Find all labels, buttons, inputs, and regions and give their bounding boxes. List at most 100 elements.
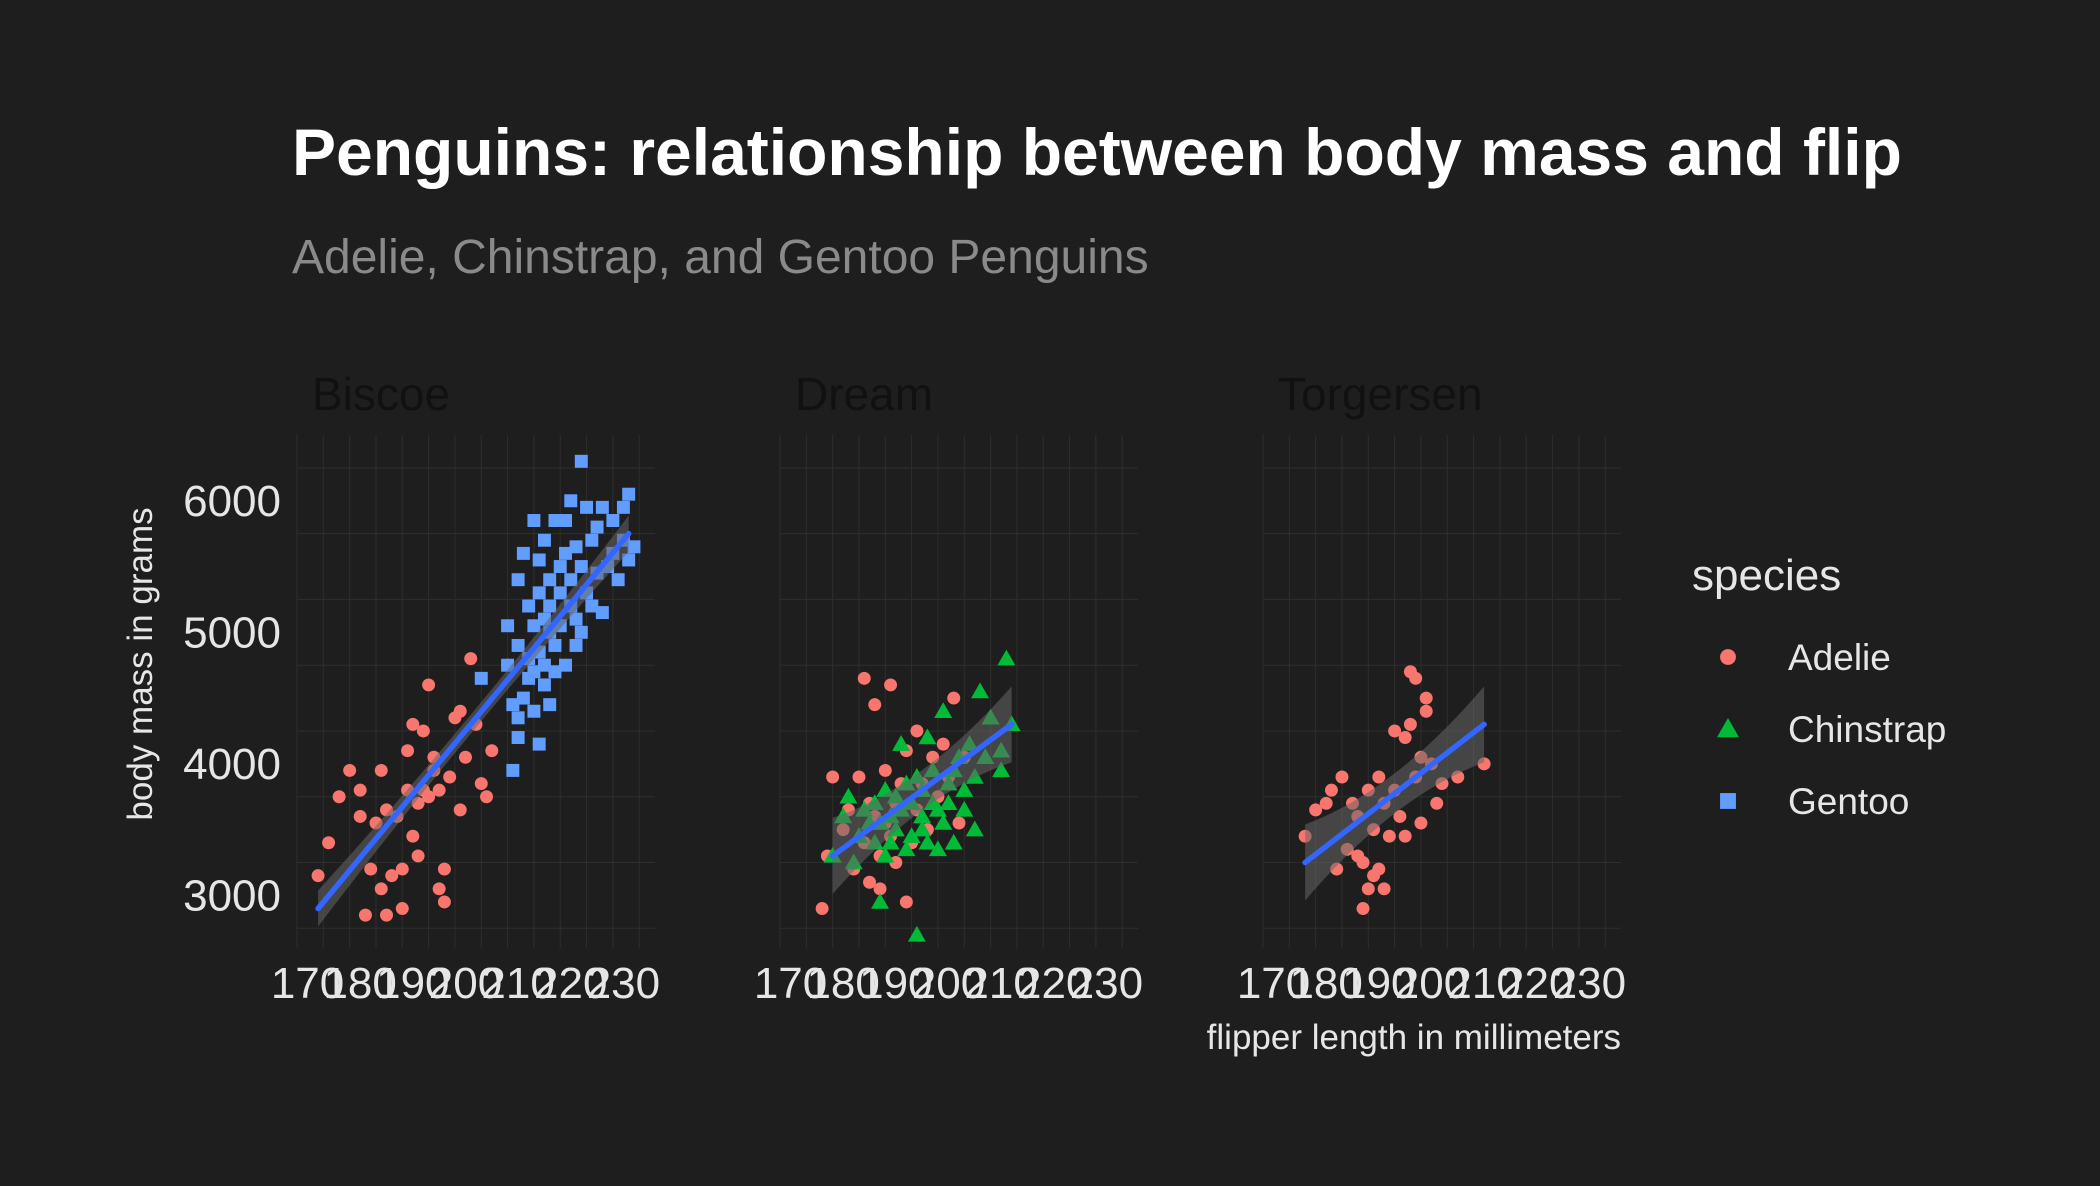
data-point (965, 820, 984, 837)
y-tick-label: 3000 (183, 871, 281, 920)
data-point (453, 803, 467, 817)
data-point (569, 540, 583, 554)
x-tick-label: 180 (323, 959, 396, 1008)
facet-label: Dream (795, 368, 933, 420)
data-point (406, 717, 420, 731)
data-point (897, 840, 916, 857)
data-point (1372, 770, 1386, 784)
x-tick-label: 200 (429, 959, 502, 1008)
data-point (1372, 862, 1386, 876)
data-point (826, 770, 840, 784)
data-point (1419, 704, 1433, 718)
data-point (580, 500, 594, 514)
data-point (527, 704, 541, 718)
data-point (868, 698, 882, 712)
x-tick-label: 210 (964, 959, 1037, 1008)
data-point (1324, 783, 1338, 797)
x-tick-label: 210 (481, 959, 554, 1008)
x-tick-label: 200 (912, 959, 985, 1008)
x-tick-label: 190 (859, 959, 932, 1008)
x-tick-label: 200 (1395, 959, 1468, 1008)
data-point (401, 744, 415, 758)
y-tick-label: 6000 (183, 477, 281, 526)
data-point (343, 763, 357, 777)
data-point (559, 546, 572, 560)
data-point (480, 790, 494, 804)
data-point (1382, 829, 1396, 843)
data-point (815, 902, 829, 916)
data-point (527, 514, 541, 527)
data-point (511, 731, 525, 745)
data-point (485, 744, 499, 758)
data-point (971, 682, 990, 699)
legend-item-chinstrap: Chinstrap (1717, 709, 1946, 750)
data-point (622, 553, 636, 567)
data-point (944, 833, 963, 850)
data-point (627, 540, 641, 554)
data-point (1335, 770, 1349, 784)
data-point (910, 724, 924, 738)
data-point (432, 882, 446, 896)
legend-title: species (1692, 551, 1841, 600)
data-point (380, 908, 393, 922)
facet-panels: Biscoe1701801902002102202303000400050006… (183, 368, 1626, 1008)
data-point (1398, 731, 1412, 745)
data-point (516, 691, 530, 705)
data-point (458, 750, 472, 764)
data-point (892, 735, 911, 751)
data-point (574, 560, 588, 574)
data-point (1414, 816, 1428, 830)
data-point (1398, 829, 1412, 843)
legend-item-gentoo: Gentoo (1720, 781, 1909, 822)
data-point (374, 882, 388, 896)
facet-label: Torgersen (1278, 368, 1483, 420)
x-tick-label: 170 (754, 959, 827, 1008)
data-point (852, 770, 866, 784)
data-point (585, 599, 599, 613)
data-point (1361, 882, 1375, 896)
data-point (907, 925, 926, 942)
x-tick-label: 220 (1017, 959, 1090, 1008)
data-point (437, 862, 451, 876)
data-point (564, 573, 578, 587)
data-point (553, 560, 567, 574)
data-point (353, 783, 367, 797)
data-point (548, 514, 562, 527)
data-point (595, 500, 609, 514)
data-point (353, 809, 367, 823)
data-point (543, 698, 557, 712)
data-point (1393, 809, 1407, 823)
data-point (569, 612, 583, 626)
data-point (516, 546, 530, 560)
x-tick-label: 170 (1237, 959, 1310, 1008)
data-point (955, 781, 974, 797)
data-point (358, 908, 372, 922)
data-point (857, 671, 871, 685)
data-point (532, 737, 546, 751)
data-point (464, 652, 478, 666)
data-point (884, 678, 898, 692)
data-point (527, 619, 541, 633)
x-tick-label: 180 (1289, 959, 1362, 1008)
data-point (955, 800, 974, 817)
data-point (548, 638, 562, 652)
data-point (574, 454, 588, 468)
x-tick-label: 210 (1447, 959, 1520, 1008)
data-point (1419, 691, 1433, 705)
legend-swatch (1720, 649, 1736, 665)
data-point (871, 892, 890, 909)
legend-item-adelie: Adelie (1720, 637, 1891, 678)
data-point (506, 698, 520, 712)
data-point (876, 846, 895, 863)
data-point (537, 533, 551, 547)
data-point (881, 833, 900, 850)
facet-label: Biscoe (312, 368, 450, 420)
data-point (543, 573, 557, 587)
data-point (889, 856, 903, 869)
data-point (1403, 717, 1417, 731)
data-point (939, 794, 958, 811)
data-point (569, 638, 583, 652)
data-point (443, 770, 457, 784)
